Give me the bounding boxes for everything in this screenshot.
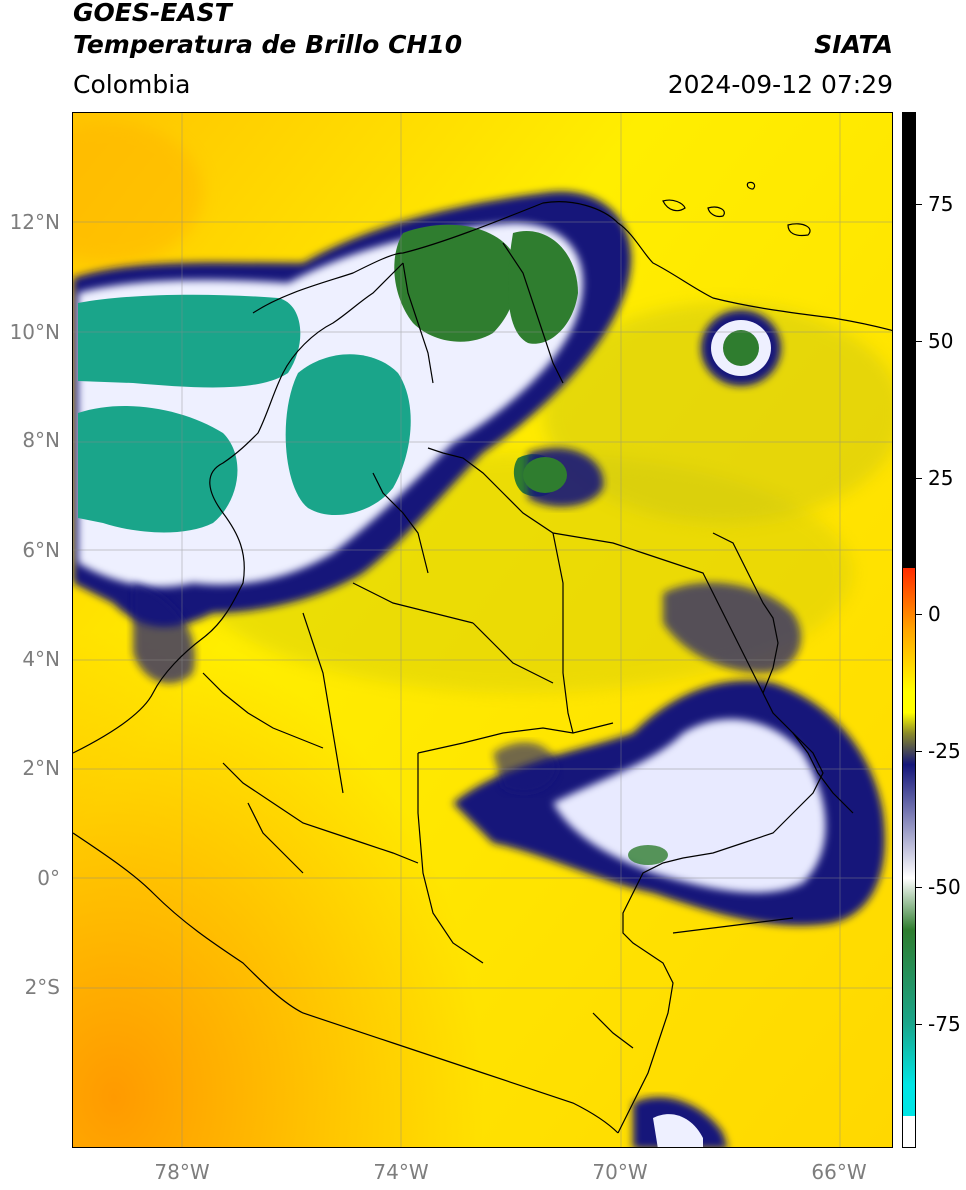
datetime-label: 2024-09-12 07:29 <box>667 70 893 99</box>
title-line-2: Temperatura de Brillo CH10 <box>73 30 463 59</box>
lon-label: 78°W <box>154 1160 210 1184</box>
colorbar-label: 50 <box>928 329 954 353</box>
lat-label: 8°N <box>22 428 60 452</box>
colorbar-tick <box>916 887 922 888</box>
lon-label: 70°W <box>592 1160 648 1184</box>
colorbar-tick <box>916 1024 922 1025</box>
lat-label: 2°S <box>24 975 60 999</box>
lat-label: 4°N <box>22 647 60 671</box>
title-line-1: GOES-EAST <box>73 0 232 27</box>
colorbar-tick <box>916 341 922 342</box>
lat-label: 12°N <box>9 210 60 234</box>
lat-label: 6°N <box>22 538 60 562</box>
colorbar-tick <box>916 478 922 479</box>
temperature-colorbar <box>902 112 916 1148</box>
region-label: Colombia <box>73 70 191 99</box>
lat-label: 10°N <box>9 320 60 344</box>
colorbar-label: 75 <box>928 192 954 216</box>
colorbar-tick <box>916 204 922 205</box>
lat-label: 2°N <box>22 756 60 780</box>
lon-label: 66°W <box>811 1160 867 1184</box>
colorbar-label: 0 <box>928 602 941 626</box>
satellite-image <box>73 113 892 1147</box>
org-label: SIATA <box>814 30 893 59</box>
lon-label: 74°W <box>373 1160 429 1184</box>
satellite-map <box>72 112 893 1148</box>
colorbar-label: -25 <box>928 739 961 763</box>
colorbar-label: 25 <box>928 466 954 490</box>
lat-label: 0° <box>37 866 60 890</box>
colorbar-label: -50 <box>928 875 961 899</box>
colorbar-label: -75 <box>928 1012 961 1036</box>
colorbar-tick <box>916 751 922 752</box>
colorbar-tick <box>916 614 922 615</box>
